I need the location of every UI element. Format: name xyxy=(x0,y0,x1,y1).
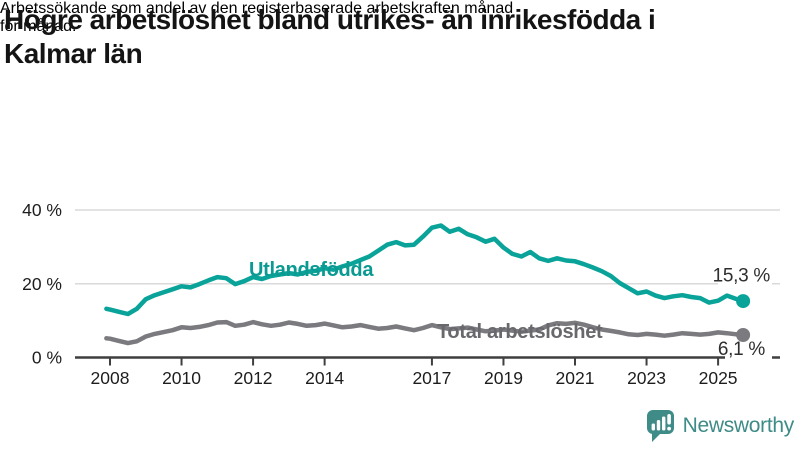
x-tick-label-2023: 2023 xyxy=(627,368,666,388)
x-tick-label-2010: 2010 xyxy=(162,368,201,388)
page-title: Högre arbetslöshet bland utrikes- än inr… xyxy=(4,3,796,71)
chart-line-total-arbetsloshet xyxy=(104,319,746,346)
chart-subtitle-line1: Arbetssökande som andel av den registerb… xyxy=(0,0,514,17)
chart-subtitle-line2: för månad. xyxy=(0,18,77,35)
x-tick-label-2008: 2008 xyxy=(91,368,130,388)
series-label-utlandsfodda: Utlandsfödda xyxy=(249,259,374,281)
chart-line-utlandsfodda xyxy=(104,223,746,317)
end-value-label-utlandsfodda: 15,3 % xyxy=(713,266,771,287)
x-tick-label-2019: 2019 xyxy=(484,368,523,388)
page-title-line1: Högre arbetslöshet bland utrikes- än inr… xyxy=(4,4,656,35)
x-tick-label-2014: 2014 xyxy=(305,368,344,388)
x-tick-label-2021: 2021 xyxy=(556,368,595,388)
x-tick-label-2017: 2017 xyxy=(412,368,451,388)
y-tick-label-40: 40 % xyxy=(22,200,62,220)
page-title-line2: Kalmar län xyxy=(4,38,143,69)
newsworthy-chart-bubble-icon xyxy=(646,409,676,443)
end-dot-utlandsfodda xyxy=(736,294,751,309)
newsworthy-logo: Newsworthy xyxy=(646,408,794,444)
y-tick-label-0: 0 % xyxy=(32,348,62,368)
x-tick-label-2012: 2012 xyxy=(234,368,273,388)
end-dot-total-arbetsloshet xyxy=(736,328,751,342)
end-value-label-total-arbetsloshet: 6,1 % xyxy=(718,339,765,360)
series-label-total-arbetsloshet: Total arbetslöshet xyxy=(437,321,603,343)
newsworthy-wordmark: Newsworthy xyxy=(682,414,795,437)
y-tick-label-20: 20 % xyxy=(22,274,62,294)
x-tick-label-2025: 2025 xyxy=(699,368,738,388)
